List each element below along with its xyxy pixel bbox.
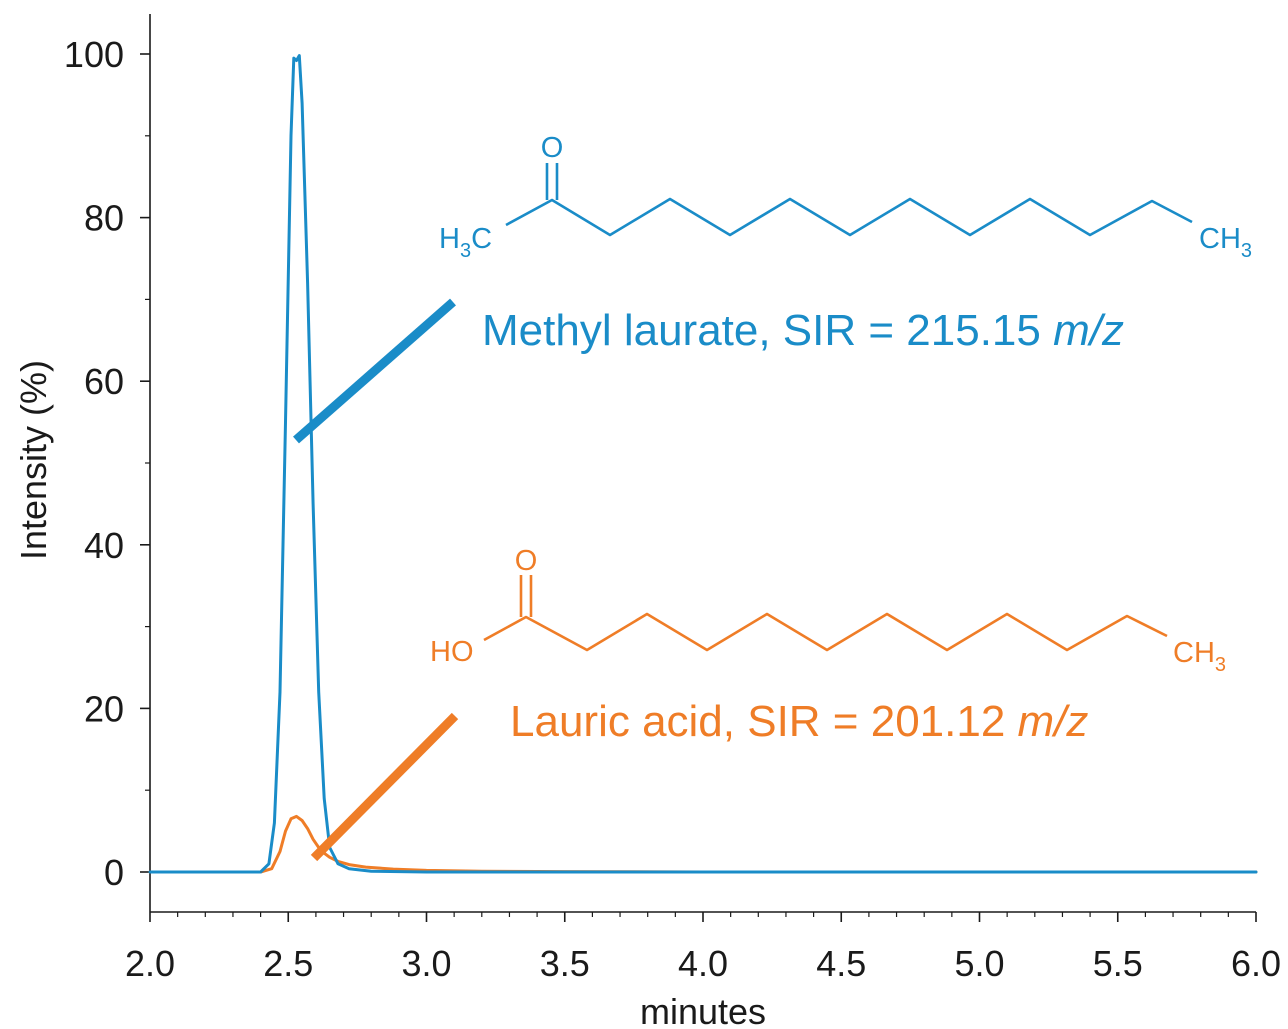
x-tick-label: 2.5 (263, 943, 313, 984)
lauric-acid-annotation: Lauric acid, SIR = 201.12 m/z (510, 697, 1088, 746)
y-tick-label: 40 (84, 525, 124, 566)
x-tick-label: 5.5 (1093, 943, 1143, 984)
x-tick-label: 4.0 (678, 943, 728, 984)
lauric-callout-line (310, 712, 459, 862)
lauric-left-group-label: HO (430, 636, 474, 668)
x-tick-label: 2.0 (125, 943, 175, 984)
y-tick-label: 20 (84, 688, 124, 729)
methyl-annotation-mz: m/z (1053, 306, 1124, 355)
x-axis-title: minutes (640, 991, 766, 1029)
lauric-annotation-mz: m/z (1018, 697, 1089, 746)
methyl-callout-line (293, 298, 456, 444)
y-tick-label: 100 (64, 34, 124, 75)
y-axis-ticks: 0 20 40 60 80 100 (64, 34, 150, 893)
methyl-left-group-h: H (439, 223, 460, 255)
methyl-annotation-text: Methyl laurate, SIR = 215.15 (482, 306, 1053, 355)
x-tick-label: 3.0 (401, 943, 451, 984)
lauric-annotation-text: Lauric acid, SIR = 201.12 (510, 697, 1018, 746)
y-tick-label: 80 (84, 198, 124, 239)
y-axis-title: Intensity (%) (13, 360, 54, 560)
x-tick-label: 5.0 (954, 943, 1004, 984)
methyl-left-group-label: H3C (439, 223, 492, 262)
methyl-oxygen-label: O (541, 132, 564, 164)
x-tick-label: 3.5 (540, 943, 590, 984)
methyl-right-group-sub: 3 (1241, 240, 1252, 262)
series-layer (148, 54, 1258, 874)
lauric-right-group-label: CH3 (1173, 637, 1226, 676)
lauric-acid-structure (483, 575, 1168, 652)
axes: 2.0 2.5 3.0 3.5 4.0 4.5 5.0 5.5 6.0 0 20 40 60 80 100 (64, 14, 1281, 984)
methyl-left-group-sub: 3 (460, 240, 471, 262)
x-tick-label: 6.0 (1231, 943, 1281, 984)
lauric-chain-bonds (483, 612, 1168, 652)
methyl-left-group-c: C (471, 223, 492, 255)
lauric-right-group-ch: CH (1173, 637, 1215, 669)
lauric-acid-trace (148, 814, 1258, 874)
x-axis-ticks: 2.0 2.5 3.0 3.5 4.0 4.5 5.0 5.5 6.0 (125, 912, 1281, 984)
lauric-right-group-sub: 3 (1215, 654, 1226, 676)
lauric-oxygen-label: O (515, 545, 538, 577)
y-tick-label: 0 (104, 852, 124, 893)
y-tick-label: 60 (84, 361, 124, 402)
methyl-right-group-label: CH3 (1199, 223, 1252, 262)
x-tick-label: 4.5 (816, 943, 866, 984)
methyl-right-group-ch: CH (1199, 223, 1241, 255)
methyl-laurate-annotation: Methyl laurate, SIR = 215.15 m/z (482, 306, 1124, 355)
methyl-laurate-trace (148, 54, 1258, 874)
methyl-chain-bonds (505, 197, 1193, 237)
methyl-laurate-structure (505, 163, 1193, 237)
